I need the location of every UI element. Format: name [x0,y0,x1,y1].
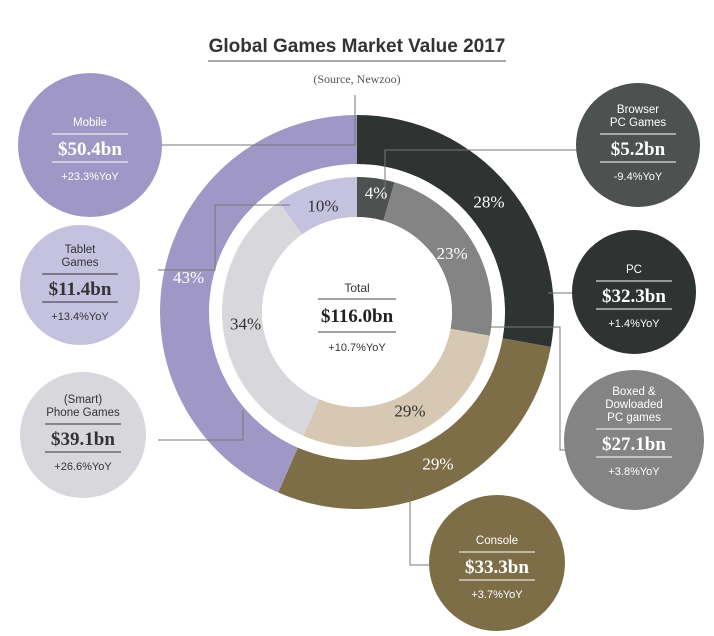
callout-mobile-yoy: +23.3%YoY [61,171,119,183]
total-value: $116.0bn [321,306,394,327]
outer-ring [159,115,554,509]
total-yoy: +10.7%YoY [328,342,386,354]
callout-console-label: Console [476,535,518,547]
outer-slice-pc [357,115,554,348]
callout-pc-yoy: +1.4%YoY [608,318,660,330]
inner-label-boxed-dowloaded-pc-games: 23% [437,244,468,263]
inner-slice-tablet-games [278,177,357,235]
callout-tablet-label: Games [61,257,98,269]
total-summary: Total $116.0bn +10.7%YoY [318,281,396,354]
ring-labels: 28% 29% 43% 4% 23% 29% 34% 10% [173,184,505,474]
callout-tablet-circle [20,225,140,345]
inner-slice-smart-phone-games [221,201,320,436]
callout-pc-circle [572,230,696,354]
chart-subtitle: (Source, Newzoo) [313,72,400,86]
callout-phone-label: Phone Games [46,407,120,419]
outer-label-console: 29% [422,455,453,474]
callout-console: Console $33.3bn +3.7%YoY [429,495,565,631]
callout-boxed-circle [564,370,704,510]
inner-slice-boxed-dowloaded-pc-games [383,182,492,336]
callout-console-yoy: +3.7%YoY [471,589,523,601]
callout-mobile-label: Mobile [73,117,107,129]
callout-phone-label: (Smart) [64,394,103,406]
outer-label-pc: 28% [473,193,504,212]
outer-slice-mobile [159,115,357,493]
callout-phone-yoy: +26.6%YoY [54,461,112,473]
connector-browser [384,149,578,200]
callout-mobile: Mobile $50.4bn +23.3%YoY [18,73,162,217]
callout-browser-label: Browser [617,104,659,116]
center-hole [262,217,452,407]
callout-browser-value: $5.2bn [611,139,666,160]
callout-pc: PC $32.3bn +1.4%YoY [572,230,696,354]
chart-title: Global Games Market Value 2017 [209,36,506,57]
callout-mobile-circle [18,73,162,217]
callout-mobile-value: $50.4bn [58,139,122,160]
connector-tablet [158,204,290,271]
callout-phone-circle [20,372,146,498]
inner-label-tablet-games: 10% [307,196,338,215]
callout-console-circle [429,495,565,631]
callout-console-value: $33.3bn [465,557,529,578]
callout-phone: (Smart)Phone Games $39.1bn +26.6%YoY [20,372,146,498]
connector-console [409,486,430,566]
inner-slice-console [303,328,490,447]
callout-browser-circle [576,83,700,207]
callout-phone-value: $39.1bn [51,429,115,450]
callout-boxed-label: Dowloaded [605,399,663,411]
connector-mobile [162,95,356,146]
outer-label-mobile: 43% [173,268,204,287]
callout-boxed-label: Boxed & [612,386,656,398]
callout-boxed-label: PC games [607,412,661,424]
callout-pc-label: PC [626,264,642,276]
callout-browser-yoy: -9.4%YoY [614,171,663,183]
callout-boxed-value: $27.1bn [602,434,666,455]
callout-tablet-yoy: +13.4%YoY [51,311,109,323]
inner-label-console: 29% [394,402,425,421]
callout-pc-value: $32.3bn [602,286,666,307]
callout-tablet-value: $11.4bn [49,279,112,300]
inner-label-smart-phone-games: 34% [230,315,261,334]
inner-label-browser-pc-games: 4% [365,184,388,203]
callout-boxed-yoy: +3.8%YoY [608,466,660,478]
connector-phone [158,410,244,441]
callout-tablet-label: Tablet [65,244,96,256]
total-label: Total [344,281,369,295]
outer-slice-console [278,338,551,509]
callout-browser-label: PC Games [610,117,666,129]
